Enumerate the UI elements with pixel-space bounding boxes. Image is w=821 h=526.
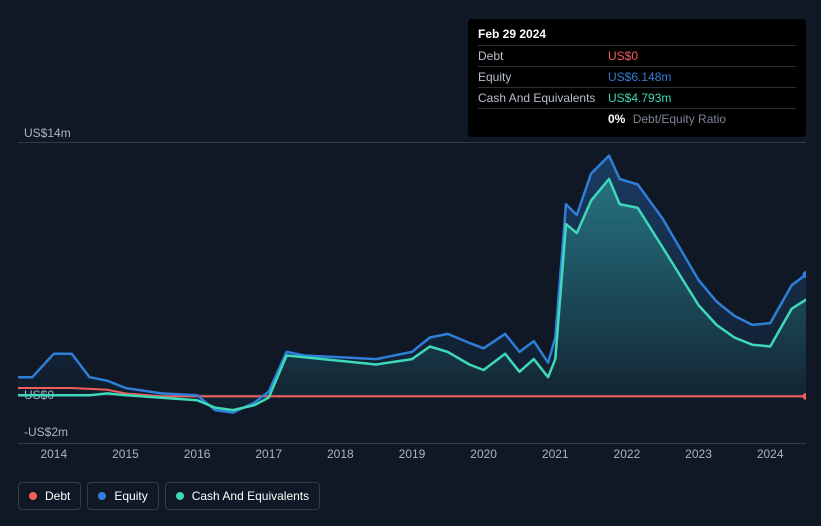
x-axis-tick: 2021	[542, 447, 569, 461]
x-axis-tick: 2018	[327, 447, 354, 461]
legend-dot-icon	[176, 492, 184, 500]
tooltip-row: Cash And EquivalentsUS$4.793m	[478, 87, 796, 108]
x-axis-tick: 2024	[757, 447, 784, 461]
x-axis-tick: 2015	[112, 447, 139, 461]
legend-label: Cash And Equivalents	[192, 489, 309, 503]
x-axis: 2014 2015 2016 2017 2018 2019 2020 2021 2022 2023…	[18, 447, 806, 467]
x-axis-tick: 2020	[470, 447, 497, 461]
tooltip-date: Feb 29 2024	[478, 27, 796, 41]
legend-dot-icon	[98, 492, 106, 500]
x-axis-tick: 2017	[255, 447, 282, 461]
tooltip-row-label: Debt	[478, 49, 608, 63]
legend-item-debt[interactable]: Debt	[18, 482, 81, 510]
x-axis-tick: 2014	[40, 447, 67, 461]
chart-tooltip: Feb 29 2024 DebtUS$0EquityUS$6.148mCash …	[468, 19, 806, 137]
legend-label: Debt	[45, 489, 70, 503]
legend-label: Equity	[114, 489, 147, 503]
tooltip-row-value: US$0	[608, 49, 638, 63]
x-axis-tick: 2022	[614, 447, 641, 461]
legend-item-cash[interactable]: Cash And Equivalents	[165, 482, 320, 510]
tooltip-row-label: Cash And Equivalents	[478, 91, 608, 105]
x-axis-tick: 2016	[184, 447, 211, 461]
tooltip-ratio-label: Debt/Equity Ratio	[633, 112, 726, 126]
legend-item-equity[interactable]: Equity	[87, 482, 158, 510]
legend-dot-icon	[29, 492, 37, 500]
tooltip-row: DebtUS$0	[478, 45, 796, 66]
plot-area	[18, 142, 806, 444]
tooltip-row-value: US$6.148m	[608, 70, 671, 84]
tooltip-ratio-pct: 0%	[608, 112, 625, 126]
chart-svg	[18, 143, 806, 445]
tooltip-row: EquityUS$6.148m	[478, 66, 796, 87]
x-axis-tick: 2023	[685, 447, 712, 461]
tooltip-row-label: Equity	[478, 70, 608, 84]
chart-legend: Debt Equity Cash And Equivalents	[18, 482, 320, 510]
tooltip-row-value: US$4.793m	[608, 91, 671, 105]
tooltip-ratio-row: 0% Debt/Equity Ratio	[478, 108, 796, 129]
financials-chart: Feb 29 2024 DebtUS$0EquityUS$6.148mCash …	[0, 0, 821, 526]
y-axis-label: US$14m	[24, 126, 71, 140]
x-axis-tick: 2019	[399, 447, 426, 461]
series-area-cash	[18, 179, 806, 410]
